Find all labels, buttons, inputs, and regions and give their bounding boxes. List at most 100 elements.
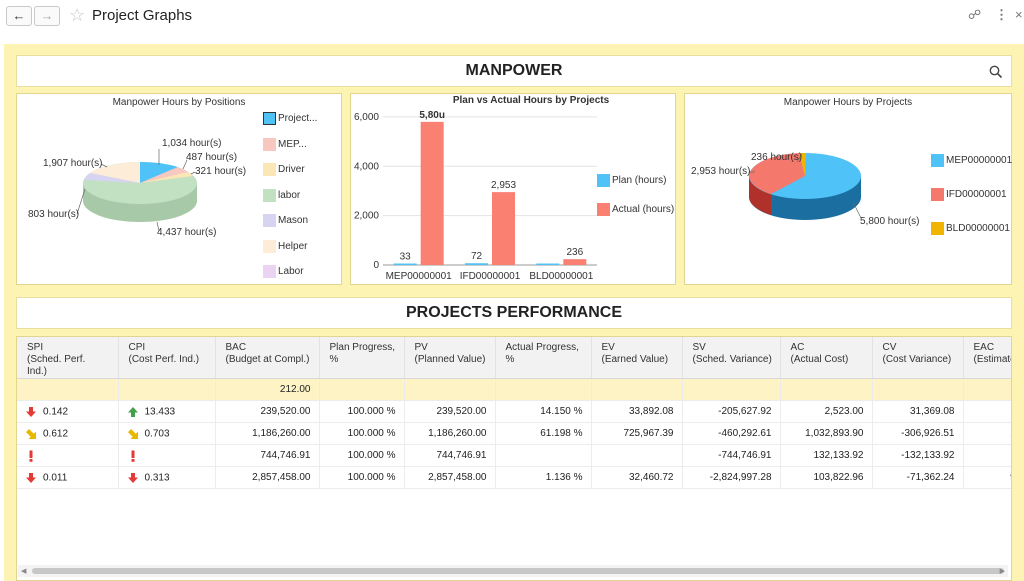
pie1-legend-item[interactable]: Project... <box>263 112 317 125</box>
top-bar: ← → ☆ Project Graphs ☍ ⋮ × <box>0 0 1024 32</box>
pie1-slice-mason <box>84 173 140 183</box>
column-header-text: Actual Progress, <box>505 342 579 353</box>
page-title: Project Graphs <box>92 7 193 24</box>
pie1-legend-swatch <box>263 137 276 151</box>
bar-value-label: 33 <box>400 252 412 263</box>
pie2-legend-item[interactable]: BLD00000001 <box>931 222 1010 235</box>
column-header[interactable]: SV (Sched. Variance) <box>682 337 781 379</box>
eac-cell: 1, <box>963 422 1011 445</box>
pie1-legend-swatch <box>263 112 276 125</box>
warning-exclamation-icon <box>131 450 134 462</box>
column-header[interactable]: PV (Planned Value) <box>404 337 496 379</box>
link-icon[interactable]: ☍ <box>968 7 982 22</box>
pie2-legend-item[interactable]: IFD00000001 <box>931 188 1007 201</box>
summary-cell <box>404 378 496 401</box>
pie1-label: 1,034 hour(s) <box>162 138 222 149</box>
column-header-text: Ind.) <box>27 366 48 377</box>
pie1-slice-project <box>140 161 178 183</box>
forward-button[interactable]: → <box>34 6 60 26</box>
pie1-legend-item[interactable]: MEP... <box>263 137 307 151</box>
pv-cell: 2,857,458.00 <box>404 466 496 489</box>
bar-legend-item[interactable]: Actual (hours) <box>597 203 674 216</box>
x-tick-label: MEP00000001 <box>386 271 453 282</box>
cpi-cell: 13.433 <box>118 400 216 423</box>
column-header[interactable]: Plan Progress,% <box>319 337 405 379</box>
pie2-slice-bld <box>799 152 806 176</box>
column-header-text: (Cost Perf. Ind.) <box>128 354 200 365</box>
sv-cell: -2,824,997.28 <box>682 466 781 489</box>
table-row[interactable]: 744,746.91 100.000 % 744,746.91 -744,746.91… <box>17 444 1011 467</box>
column-header[interactable]: BAC (Budget at Compl.) <box>215 337 320 379</box>
bar-plan <box>465 263 488 265</box>
favorite-star-icon[interactable]: ☆ <box>69 5 86 25</box>
column-header-text: Plan Progress, <box>329 342 396 353</box>
pie1-label: 4,437 hour(s) <box>157 227 217 238</box>
column-header[interactable]: SPI (Sched. Perf. Ind.) <box>17 337 119 379</box>
summary-cell <box>963 378 1011 401</box>
search-icon[interactable] <box>989 65 1003 79</box>
ev-cell: 725,967.39 <box>591 422 683 445</box>
table-row[interactable]: 0.011 0.313 2,857,458.00 100.000 % 2,857,458… <box>17 466 1011 489</box>
y-tick-label: 6,000 <box>354 112 379 123</box>
close-icon[interactable]: × <box>1015 7 1023 22</box>
pie1-legend-item[interactable]: Mason <box>263 214 308 227</box>
more-icon[interactable]: ⋮ <box>995 7 1008 22</box>
table-row[interactable]: 0.142 13.433 239,520.00 100.000 % 239,520.00… <box>17 400 1011 423</box>
pie1-legend-label: Project... <box>278 113 318 125</box>
ev-cell: 33,892.08 <box>591 400 683 423</box>
bar-plan <box>536 263 560 265</box>
column-header[interactable]: AC (Actual Cost) <box>780 337 873 379</box>
bar-plan <box>393 263 417 265</box>
column-header-text: (Cost Variance) <box>882 354 952 365</box>
arrow-up-icon <box>127 406 138 417</box>
ac-cell: 103,822.96 <box>780 466 873 489</box>
pie1-legend-item[interactable]: Helper <box>263 239 307 253</box>
bar-value-label: 5,80u <box>419 110 445 121</box>
column-header[interactable]: CV (Cost Variance) <box>872 337 964 379</box>
pie1-legend-item[interactable]: Driver <box>263 163 305 176</box>
column-header-text: (Actual Cost) <box>790 354 849 365</box>
horizontal-scrollbar[interactable]: ◀ ▶ <box>18 565 1008 577</box>
column-header[interactable]: Actual Progress,% <box>495 337 592 379</box>
bar-legend-label: Plan (hours) <box>612 175 667 187</box>
pv-cell: 1,186,260.00 <box>404 422 496 445</box>
scrollbar-thumb[interactable] <box>32 568 1004 574</box>
bar-legend-item[interactable]: Plan (hours) <box>597 174 666 187</box>
arrow-diagonal-icon <box>127 428 138 439</box>
table-row[interactable]: 0.612 0.703 1,186,260.00 100.000 % 1,186,260… <box>17 422 1011 445</box>
spi-cell <box>17 444 119 467</box>
ac-cell: 1,032,893.90 <box>780 422 873 445</box>
summary-cell <box>780 378 873 401</box>
pie1-legend-item[interactable]: labor <box>263 188 301 202</box>
sv-cell: -205,627.92 <box>682 400 781 423</box>
pie1-legend-label: Driver <box>278 164 305 176</box>
bar-title: Plan vs Actual Hours by Projects <box>452 95 610 106</box>
pie1-legend-label: MEP... <box>278 138 307 150</box>
column-header-text: (Earned Value) <box>601 354 669 365</box>
back-button[interactable]: ← <box>6 6 32 26</box>
pie1-label: 803 hour(s) <box>28 209 80 220</box>
pie1-legend-label: labor <box>278 189 301 201</box>
y-tick-label: 0 <box>373 260 379 271</box>
pie1-legend-swatch <box>263 188 276 202</box>
column-header[interactable]: EV (Earned Value) <box>591 337 683 379</box>
cpi-cell: 0.313 <box>118 466 216 489</box>
summary-cell <box>682 378 781 401</box>
pie1-legend-item[interactable]: Labor <box>263 265 304 278</box>
summary-cell <box>495 378 592 401</box>
pie1-legend-swatch <box>263 239 276 253</box>
pie1-title: Manpower Hours by Positions <box>112 97 246 108</box>
column-header[interactable]: EAC (Estimate <box>963 337 1011 379</box>
spi-value: 0.142 <box>43 406 69 418</box>
pv-cell: 744,746.91 <box>404 444 496 467</box>
bar-value-label: 236 <box>566 247 583 258</box>
pv-cell: 239,520.00 <box>404 400 496 423</box>
pie2-legend-item[interactable]: MEP00000001 <box>931 154 1012 167</box>
column-header[interactable]: CPI (Cost Perf. Ind.) <box>118 337 216 379</box>
cpi-cell: 0.703 <box>118 422 216 445</box>
column-header-text: (Planned Value) <box>414 354 486 365</box>
bar-value-label: 72 <box>471 251 483 262</box>
column-header-text: CPI <box>128 342 146 353</box>
pie-chart-positions: Manpower Hours by Positions 1,034 hour(s… <box>16 93 342 285</box>
sv-cell: -460,292.61 <box>682 422 781 445</box>
